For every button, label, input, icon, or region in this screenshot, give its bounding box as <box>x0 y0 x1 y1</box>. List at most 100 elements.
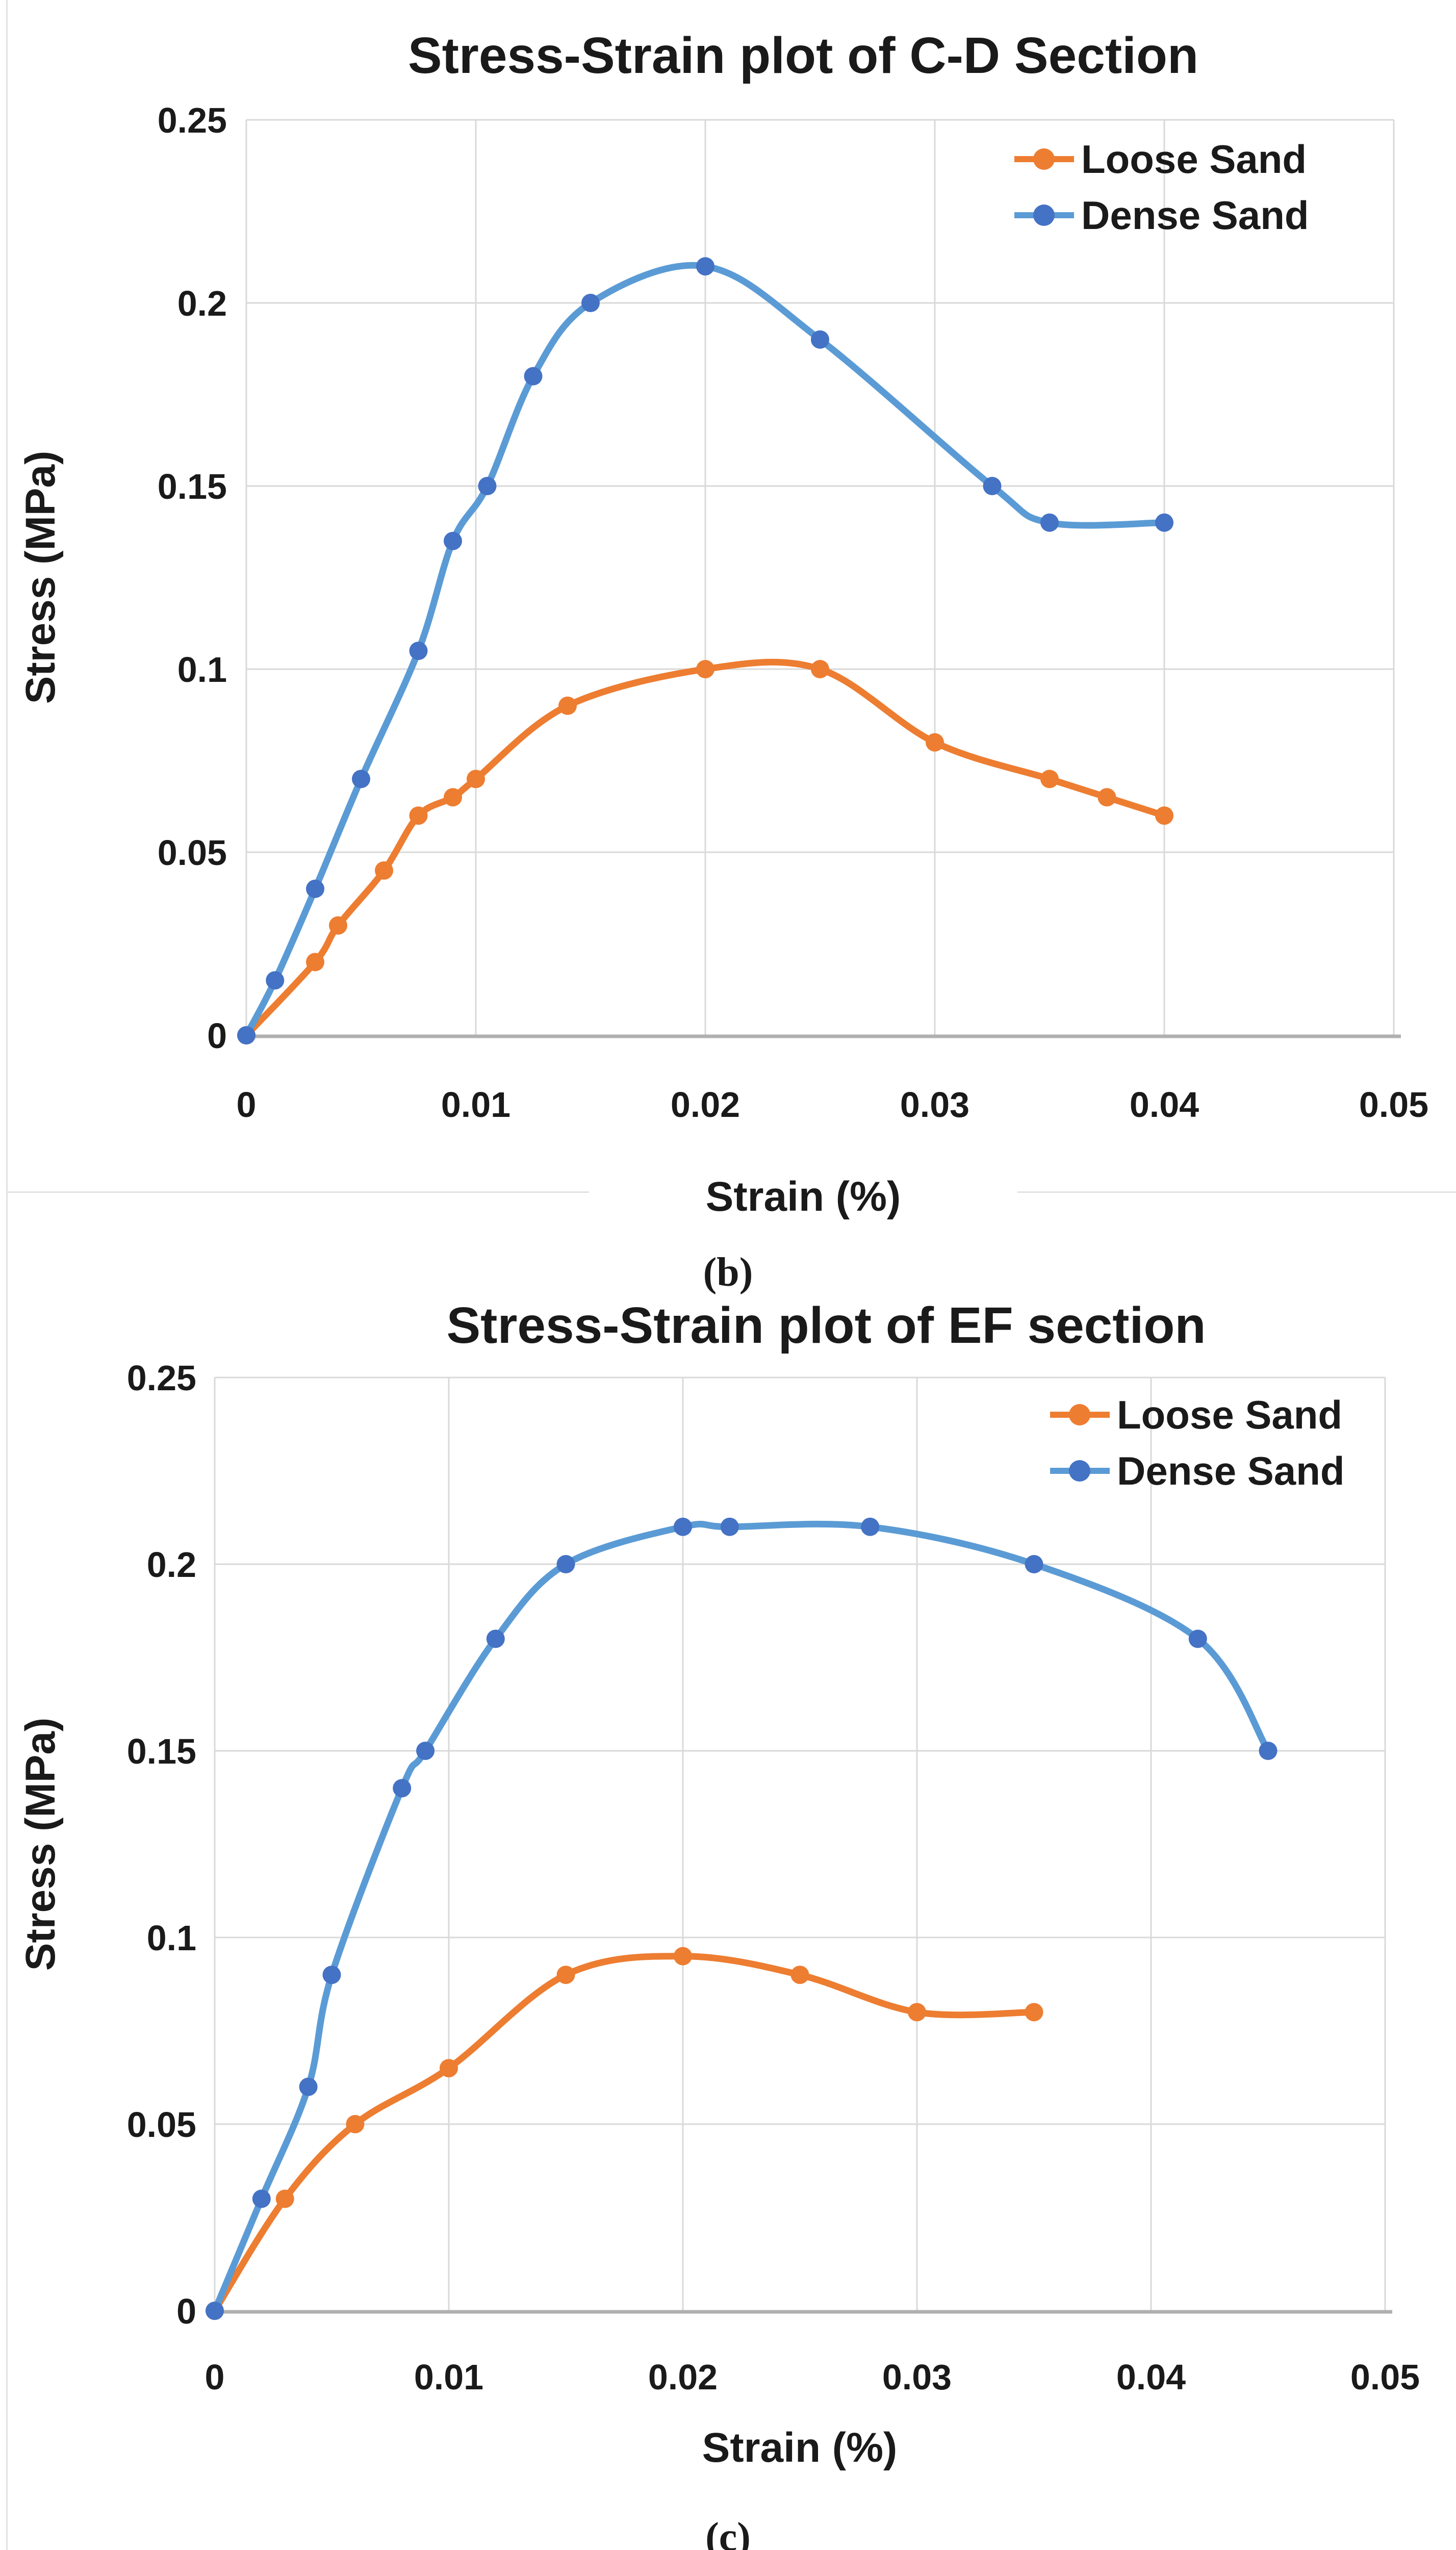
x-tick-label: 0 <box>205 2357 225 2397</box>
loose-sand-point <box>444 788 462 807</box>
legend-label: Dense Sand <box>1117 1448 1345 1493</box>
legend-label: Dense Sand <box>1081 192 1309 238</box>
y-tick-label: 0.1 <box>147 1918 196 1958</box>
loose-sand-point <box>409 806 428 825</box>
loose-sand-point <box>346 2115 365 2133</box>
dense-sand-point <box>486 1629 505 1648</box>
legend-label: Loose Sand <box>1081 136 1307 182</box>
loose-sand-point <box>1025 2003 1043 2022</box>
dense-sand-point <box>1025 1555 1043 1573</box>
dense-sand-point <box>409 642 428 660</box>
dense-sand-point <box>444 531 462 550</box>
legend: Loose Sand Dense Sand <box>1048 1387 1344 1499</box>
y-tick-label: 0.05 <box>158 833 227 873</box>
loose-sand-marker-icon <box>1014 148 1074 170</box>
dense-sand-line <box>243 262 1168 1039</box>
dense-sand-point <box>252 2189 271 2208</box>
loose-sand-point <box>558 696 577 715</box>
y-tick-label: 0 <box>207 1016 227 1056</box>
dense-sand-point <box>266 971 285 990</box>
dense-sand-point <box>524 367 543 386</box>
loose-sand-point <box>1155 806 1173 825</box>
x-tick-label: 0.01 <box>441 1085 510 1125</box>
legend-dot <box>1033 148 1055 170</box>
loose-sand-point <box>467 770 485 788</box>
dense-sand-point <box>581 294 600 312</box>
loose-sand-point <box>275 2189 294 2208</box>
loose-sand-point <box>375 861 393 880</box>
figure-caption-c: (c) <box>705 2515 751 2550</box>
dense-sand-point <box>206 2302 224 2320</box>
dense-sand-point <box>478 477 497 495</box>
dense-sand-point <box>416 1742 435 1760</box>
y-tick-label: 0.15 <box>158 467 227 506</box>
legend-dot <box>1033 205 1055 226</box>
legend-item-loose-sand: Loose Sand <box>1048 1387 1344 1443</box>
dense-sand-point <box>556 1555 575 1573</box>
loose-sand-marker-icon <box>1050 1404 1110 1425</box>
x-tick-label: 0.04 <box>1116 2357 1186 2397</box>
dense-sand-point <box>1188 1629 1207 1648</box>
x-tick-label: 0.05 <box>1359 1085 1428 1125</box>
dense-sand-point <box>1155 513 1173 532</box>
dense-sand-point <box>696 257 714 276</box>
dense-sand-point <box>237 1026 256 1044</box>
loose-sand-point <box>674 1947 692 1966</box>
x-tick-label: 0.05 <box>1350 2357 1420 2397</box>
legend-label: Loose Sand <box>1117 1392 1343 1437</box>
dense-sand-point <box>720 1517 739 1536</box>
y-axis-title: Stress (MPa) <box>17 1717 64 1971</box>
x-axis-title: Strain (%) <box>589 1169 1017 1225</box>
loose-sand-point <box>1040 770 1059 788</box>
x-tick-label: 0.01 <box>414 2357 483 2397</box>
figure-caption-b: (b) <box>703 1250 753 1295</box>
y-tick-label: 0.25 <box>158 100 227 140</box>
x-tick-label: 0 <box>237 1085 257 1125</box>
dense-sand-point <box>811 330 829 349</box>
dense-sand-point <box>352 770 370 788</box>
dense-sand-point <box>1040 513 1059 532</box>
y-tick-label: 0.05 <box>127 2105 196 2145</box>
y-tick-label: 0 <box>176 2291 196 2331</box>
legend-dot <box>1069 1460 1090 1482</box>
dense-sand-point <box>322 1966 341 1984</box>
loose-sand-point <box>1097 788 1116 807</box>
chart-title-ef-section: Stress-Strain plot of EF section <box>446 1297 1206 1354</box>
x-tick-label: 0.04 <box>1130 1085 1199 1125</box>
legend-dot <box>1069 1404 1090 1425</box>
loose-sand-point <box>811 660 829 678</box>
legend-item-loose-sand: Loose Sand <box>1012 131 1309 187</box>
dense-sand-point <box>983 477 1002 495</box>
dense-sand-point <box>299 2077 318 2096</box>
y-tick-label: 0.2 <box>177 284 227 323</box>
loose-sand-point <box>926 733 944 752</box>
loose-sand-point <box>329 916 347 935</box>
x-tick-label: 0.02 <box>671 1085 740 1125</box>
legend: Loose Sand Dense Sand <box>1012 131 1309 243</box>
page-border-left <box>6 0 8 2550</box>
y-tick-label: 0.25 <box>127 1358 196 1398</box>
y-tick-label: 0.2 <box>147 1545 196 1585</box>
dense-sand-point <box>306 879 324 898</box>
loose-sand-point <box>440 2059 458 2078</box>
chart-title-cd-section: Stress-Strain plot of C-D Section <box>407 27 1199 84</box>
x-tick-label: 0.02 <box>648 2357 718 2397</box>
y-tick-label: 0.15 <box>127 1731 196 1771</box>
x-tick-label: 0.03 <box>900 1085 969 1125</box>
loose-sand-point <box>696 660 714 678</box>
dense-sand-point <box>674 1517 692 1536</box>
dense-sand-point <box>393 1779 412 1798</box>
dense-sand-point <box>861 1517 880 1536</box>
x-axis-title: Strain (%) <box>585 2420 1014 2476</box>
legend-item-dense-sand: Dense Sand <box>1048 1443 1344 1499</box>
loose-sand-point <box>908 2003 926 2022</box>
dense-sand-marker-icon <box>1050 1460 1110 1482</box>
y-tick-label: 0.1 <box>177 650 227 690</box>
x-tick-label: 0.03 <box>882 2357 952 2397</box>
dense-sand-marker-icon <box>1014 205 1074 226</box>
dense-sand-point <box>1259 1742 1278 1760</box>
dense-sand-line <box>211 1520 1271 2314</box>
legend-item-dense-sand: Dense Sand <box>1012 187 1309 243</box>
